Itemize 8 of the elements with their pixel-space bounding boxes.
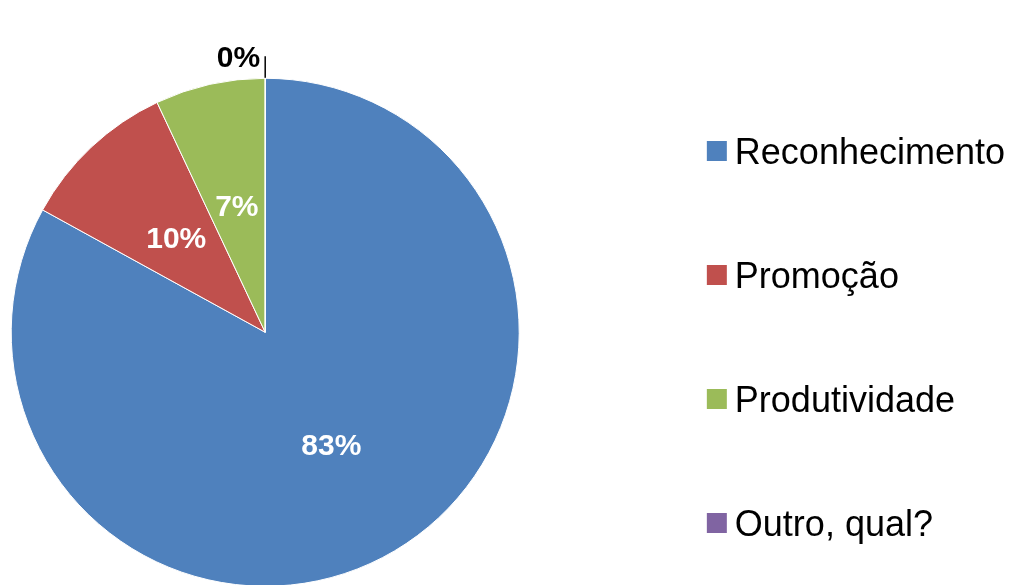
data-label: 7% bbox=[215, 188, 259, 222]
legend-label: Promoção bbox=[734, 254, 899, 296]
legend-label: Produtividade bbox=[734, 378, 955, 420]
legend-label: Outro, qual? bbox=[734, 502, 933, 544]
data-label: 10% bbox=[146, 221, 207, 255]
text: 0% bbox=[216, 39, 261, 73]
data-label: 83% bbox=[301, 427, 362, 461]
legend-label: Reconhecimento bbox=[734, 130, 1006, 172]
